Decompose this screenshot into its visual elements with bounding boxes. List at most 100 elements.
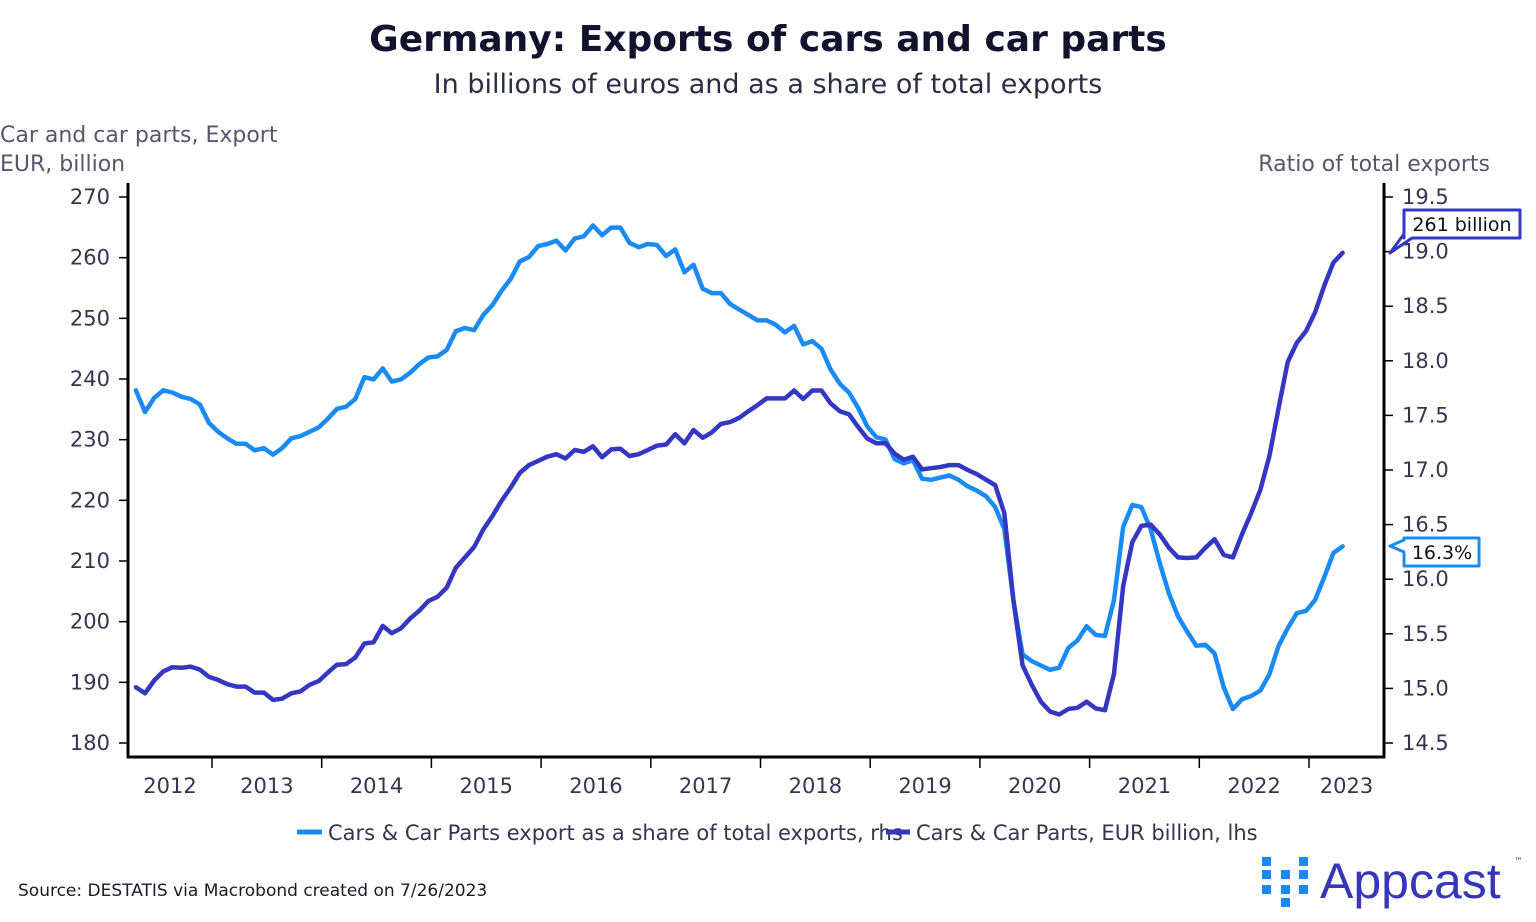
left-tick-label: 240 bbox=[70, 367, 110, 391]
data-point-share bbox=[756, 318, 760, 322]
data-point-billion bbox=[372, 640, 376, 644]
left-tick-label: 220 bbox=[70, 488, 110, 512]
data-point-billion bbox=[829, 401, 833, 405]
data-point-billion bbox=[1222, 553, 1226, 557]
x-tick-label: 2022 bbox=[1227, 774, 1280, 798]
data-point-billion bbox=[884, 441, 888, 445]
data-point-billion bbox=[856, 425, 860, 429]
data-point-billion bbox=[664, 443, 668, 447]
left-tick-label: 190 bbox=[70, 670, 110, 694]
data-point-billion bbox=[298, 689, 302, 693]
data-point-billion bbox=[262, 691, 266, 695]
data-point-billion bbox=[984, 478, 988, 482]
x-tick-label: 2012 bbox=[143, 774, 196, 798]
data-point-share bbox=[820, 347, 824, 351]
callout-value-share: 16.3% bbox=[1412, 542, 1472, 564]
data-point-billion bbox=[472, 545, 476, 549]
data-point-share bbox=[1222, 685, 1226, 689]
data-point-share bbox=[161, 388, 165, 392]
data-point-share bbox=[536, 244, 540, 248]
data-point-billion bbox=[198, 668, 202, 672]
data-point-billion bbox=[234, 685, 238, 689]
data-point-billion bbox=[481, 528, 485, 532]
data-point-share bbox=[692, 263, 696, 267]
data-point-billion bbox=[518, 471, 522, 475]
data-point-share bbox=[984, 494, 988, 498]
data-point-share bbox=[774, 323, 778, 327]
data-point-share bbox=[1076, 638, 1080, 642]
data-point-share bbox=[280, 446, 284, 450]
data-point-billion bbox=[1021, 663, 1025, 667]
data-point-billion bbox=[692, 428, 696, 432]
data-point-share bbox=[1121, 525, 1125, 529]
source-note: Source: DESTATIS via Macrobond created o… bbox=[18, 881, 487, 901]
data-point-share bbox=[399, 377, 403, 381]
data-point-billion bbox=[381, 624, 385, 628]
data-point-share bbox=[582, 234, 586, 238]
data-point-share bbox=[518, 259, 522, 263]
data-point-billion bbox=[399, 626, 403, 630]
callout-right-last: 16.3% bbox=[1388, 536, 1481, 568]
data-point-share bbox=[637, 245, 641, 249]
data-point-share bbox=[1103, 634, 1107, 638]
data-point-share bbox=[426, 356, 430, 360]
data-point-billion bbox=[728, 420, 732, 424]
left-tick-label: 250 bbox=[70, 306, 110, 330]
data-point-billion bbox=[966, 468, 970, 472]
data-point-billion bbox=[189, 665, 193, 669]
data-point-share bbox=[1085, 624, 1089, 628]
data-point-billion bbox=[536, 459, 540, 463]
data-point-billion bbox=[509, 486, 513, 490]
data-point-billion bbox=[591, 444, 595, 448]
data-point-share bbox=[874, 435, 878, 439]
data-point-billion bbox=[1277, 406, 1281, 410]
data-point-share bbox=[938, 476, 942, 480]
data-point-billion bbox=[426, 599, 430, 603]
logo-wordmark: Appcast bbox=[1320, 853, 1501, 909]
data-point-billion bbox=[1121, 584, 1125, 588]
right-axis-ticks: 14.5 15.0 15.5 16.0 16.5 17.0 17.5 18.0 18.5 19.0… bbox=[1384, 185, 1449, 755]
axes bbox=[126, 183, 1386, 759]
data-point-share bbox=[1048, 668, 1052, 672]
data-point-billion bbox=[1002, 511, 1006, 515]
data-point-share bbox=[463, 326, 467, 330]
data-point-share bbox=[829, 368, 833, 372]
data-point-billion bbox=[673, 432, 677, 436]
data-point-share bbox=[390, 380, 394, 384]
data-point-billion bbox=[1130, 540, 1134, 544]
data-point-billion bbox=[618, 447, 622, 451]
data-point-billion bbox=[417, 609, 421, 613]
data-point-share bbox=[1286, 626, 1290, 630]
data-point-share bbox=[564, 249, 568, 253]
data-point-share bbox=[792, 324, 796, 328]
data-point-share bbox=[1249, 694, 1253, 698]
data-point-share bbox=[554, 239, 558, 243]
data-point-share bbox=[902, 461, 906, 465]
data-point-share bbox=[1030, 659, 1034, 663]
logo-trademark: ™ bbox=[1514, 857, 1523, 867]
data-point-billion bbox=[1085, 700, 1089, 704]
data-point-share bbox=[993, 505, 997, 509]
data-point-billion bbox=[874, 441, 878, 445]
data-point-share bbox=[509, 277, 513, 281]
right-tick-label: 15.5 bbox=[1402, 622, 1449, 646]
data-point-billion bbox=[710, 430, 714, 434]
data-point-share bbox=[289, 436, 293, 440]
data-point-share bbox=[1258, 689, 1262, 693]
x-tick-label: 2018 bbox=[789, 774, 842, 798]
data-point-billion bbox=[756, 403, 760, 407]
data-point-billion bbox=[1149, 523, 1153, 527]
x-tick-label: 2015 bbox=[460, 774, 513, 798]
series-group bbox=[133, 223, 1345, 717]
data-point-share bbox=[134, 388, 138, 392]
data-point-share bbox=[1322, 575, 1326, 579]
left-tick-label: 200 bbox=[70, 610, 110, 634]
data-point-billion bbox=[737, 416, 741, 420]
data-point-share bbox=[1213, 652, 1217, 656]
data-point-share bbox=[948, 474, 952, 478]
x-axis-ticks: 2012 2013 2014 2015 2016 2017 2018 2019 2020 2021… bbox=[143, 757, 1373, 798]
data-point-billion bbox=[463, 555, 467, 559]
data-point-billion bbox=[1331, 261, 1335, 265]
data-point-billion bbox=[646, 448, 650, 452]
